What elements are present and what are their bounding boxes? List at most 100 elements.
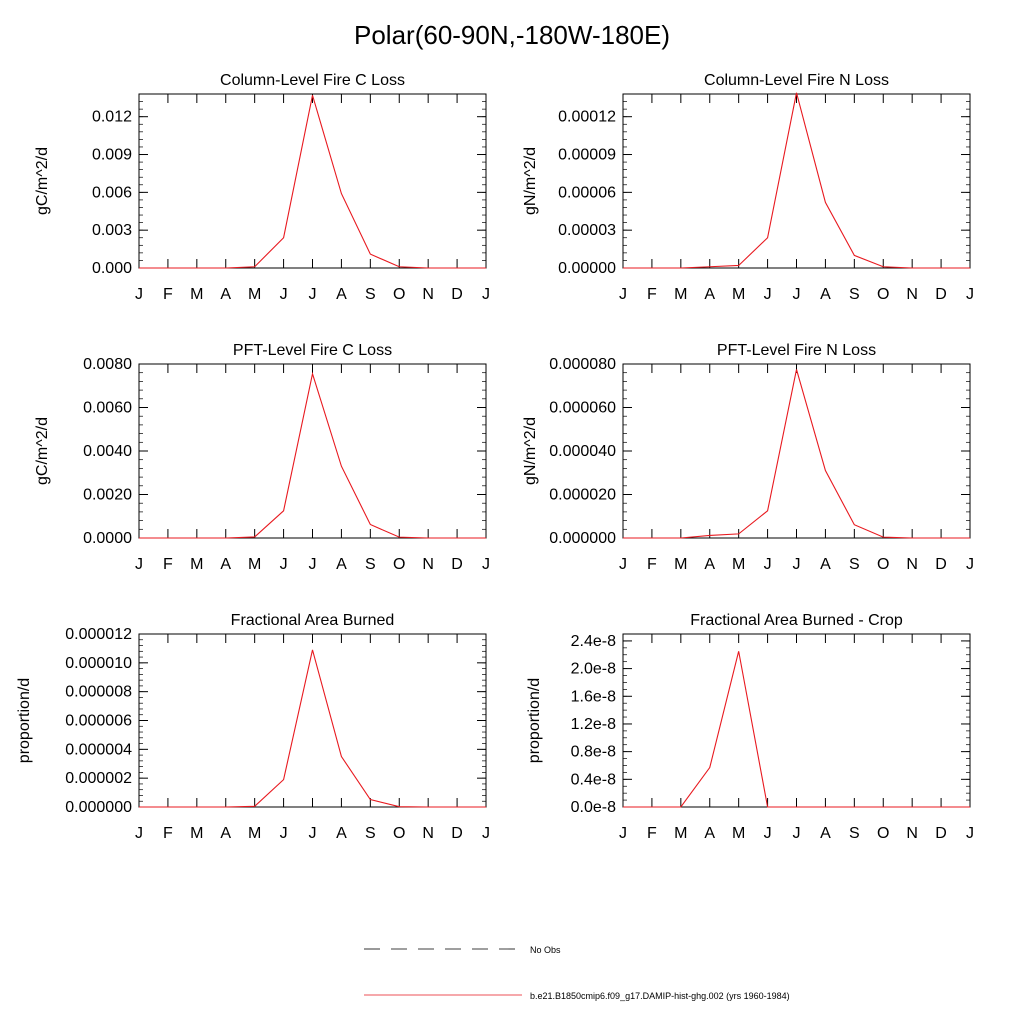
y-axis-label: gN/m^2/d	[522, 147, 539, 215]
x-tick-label: J	[619, 286, 627, 303]
y-tick-label: 0.8e-8	[571, 744, 616, 761]
x-tick-label: M	[190, 556, 203, 573]
x-tick-label: J	[793, 556, 801, 573]
y-tick-label: 0.0020	[83, 487, 132, 504]
series-line	[139, 95, 486, 269]
y-tick-label: 0.000000	[65, 799, 132, 816]
y-tick-label: 0.00009	[558, 147, 616, 164]
panel-6: Fractional Area Burned - Crop proportion/…	[526, 612, 974, 842]
x-tick-label: A	[820, 286, 831, 303]
x-tick-label: O	[877, 556, 889, 573]
legend-model-label: b.e21.B1850cmip6.f09_g17.DAMIP-hist-ghg.…	[530, 991, 790, 1001]
y-tick-label: 0.000020	[549, 487, 616, 504]
panel-title: Fractional Area Burned - Crop	[690, 612, 903, 629]
y-tick-label: 0.0000	[83, 530, 132, 547]
x-tick-label: J	[309, 825, 317, 842]
plot-frame	[138, 93, 487, 269]
x-tick-label: J	[793, 286, 801, 303]
x-tick-label: J	[309, 286, 317, 303]
x-tick-label: A	[220, 825, 231, 842]
y-tick-label: 0.0040	[83, 443, 132, 460]
y-tick-label: 1.6e-8	[571, 688, 616, 705]
x-tick-label: O	[877, 286, 889, 303]
x-tick-label: J	[135, 825, 143, 842]
x-tick-label: J	[966, 286, 974, 303]
series-line	[139, 371, 486, 539]
x-tick-label: A	[220, 556, 231, 573]
y-tick-label: 0.000080	[549, 356, 616, 373]
x-tick-label: J	[764, 556, 772, 573]
x-tick-label: S	[365, 825, 376, 842]
x-tick-label: O	[393, 556, 405, 573]
x-tick-label: O	[877, 825, 889, 842]
x-tick-label: J	[793, 825, 801, 842]
panel-title: PFT-Level Fire C Loss	[233, 342, 392, 359]
y-tick-label: 0.0e-8	[571, 799, 616, 816]
x-tick-label: J	[135, 286, 143, 303]
panel-title: Column-Level Fire C Loss	[220, 72, 405, 89]
y-tick-label: 0.000002	[65, 770, 132, 787]
plot-frame	[138, 633, 487, 808]
x-tick-label: M	[732, 556, 745, 573]
plot-frame	[138, 363, 487, 539]
y-tick-label: 0.000000	[549, 530, 616, 547]
legend-obs-label: No Obs	[530, 945, 561, 955]
x-tick-label: J	[309, 556, 317, 573]
x-tick-label: F	[163, 825, 173, 842]
x-tick-label: J	[280, 825, 288, 842]
x-tick-label: J	[619, 825, 627, 842]
x-tick-label: M	[190, 825, 203, 842]
y-tick-label: 0.012	[92, 109, 132, 126]
y-tick-label: 0.00003	[558, 222, 616, 239]
y-axis-label: proportion/d	[526, 678, 543, 763]
x-tick-label: F	[647, 825, 657, 842]
y-tick-label: 0.000004	[65, 741, 132, 758]
plot-frame	[622, 93, 971, 269]
x-tick-label: D	[451, 825, 463, 842]
x-tick-label: M	[190, 286, 203, 303]
series-line	[623, 651, 970, 808]
x-tick-label: M	[248, 286, 261, 303]
x-tick-label: F	[647, 286, 657, 303]
panel-title: Column-Level Fire N Loss	[704, 72, 889, 89]
x-tick-label: S	[365, 286, 376, 303]
series-line	[139, 649, 486, 808]
x-tick-label: J	[482, 825, 490, 842]
series-line	[623, 369, 970, 539]
x-tick-label: D	[451, 556, 463, 573]
series-line	[623, 92, 970, 269]
y-tick-label: 0.000008	[65, 684, 132, 701]
x-tick-label: F	[163, 556, 173, 573]
y-tick-label: 0.000010	[65, 655, 132, 672]
x-tick-label: N	[422, 286, 434, 303]
x-tick-label: A	[704, 286, 715, 303]
x-tick-label: N	[422, 556, 434, 573]
y-tick-label: 0.0060	[83, 400, 132, 417]
x-tick-label: D	[935, 286, 947, 303]
y-tick-label: 1.2e-8	[571, 716, 616, 733]
y-tick-label: 0.00012	[558, 109, 616, 126]
y-tick-label: 0.00000	[558, 260, 616, 277]
x-tick-label: M	[674, 825, 687, 842]
x-tick-label: D	[935, 556, 947, 573]
panel-4: PFT-Level Fire N Loss gN/m^2/d 0.000000 0.0…	[522, 342, 974, 573]
y-tick-label: 0.003	[92, 222, 132, 239]
x-tick-label: A	[336, 825, 347, 842]
x-tick-label: A	[336, 286, 347, 303]
panel-1: Column-Level Fire C Loss gC/m^2/d 0.000 0.0…	[34, 72, 490, 303]
x-tick-label: M	[732, 825, 745, 842]
y-axis-label: gC/m^2/d	[34, 417, 51, 485]
y-tick-label: 0.000040	[549, 443, 616, 460]
x-tick-label: J	[135, 556, 143, 573]
y-tick-label: 0.000012	[65, 626, 132, 643]
x-tick-label: O	[393, 825, 405, 842]
x-tick-label: A	[820, 556, 831, 573]
x-tick-label: A	[704, 825, 715, 842]
y-axis-label: gN/m^2/d	[522, 417, 539, 485]
y-tick-label: 0.0080	[83, 356, 132, 373]
x-tick-label: J	[482, 556, 490, 573]
y-tick-label: 0.006	[92, 184, 132, 201]
y-tick-label: 0.4e-8	[571, 771, 616, 788]
plot-frame	[622, 363, 971, 539]
